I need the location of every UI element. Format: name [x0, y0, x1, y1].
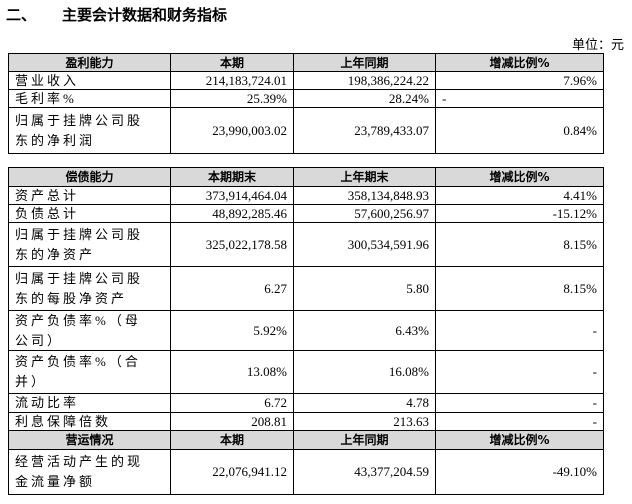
row-label: 归属于挂牌公司股东的净利润 — [8, 107, 171, 154]
value-cell: 48,892,285.46 — [170, 204, 294, 223]
header-cell: 增减比例% — [435, 430, 604, 450]
value-cell: 7.96% — [435, 71, 604, 90]
value-cell: - — [435, 89, 604, 108]
row-label: 负债总计 — [8, 204, 171, 223]
value-cell: 6.72 — [170, 393, 294, 413]
value-cell: 208.81 — [170, 412, 294, 431]
value-cell: - — [435, 412, 604, 431]
heading-number: 二、 — [6, 6, 37, 24]
value-cell: 0.84% — [435, 107, 604, 154]
row-label: 流动比率 — [8, 393, 171, 413]
value-cell: 5.80 — [293, 266, 436, 311]
header-cell: 营运情况 — [8, 430, 171, 450]
value-cell: 4.41% — [435, 186, 604, 205]
row-label: 经营活动产生的现金流量净额 — [8, 449, 171, 495]
row-label: 资产总计 — [8, 186, 171, 205]
row-label: 毛利率% — [8, 89, 171, 108]
value-cell: 25.39% — [170, 89, 294, 108]
row-label: 归属于挂牌公司股东的净资产 — [8, 222, 171, 267]
header-cell: 本期期末 — [170, 167, 294, 187]
value-cell: 16.08% — [293, 350, 436, 394]
header-cell: 本期 — [170, 53, 294, 72]
value-cell: 6.43% — [293, 310, 436, 351]
value-cell: 23,990,003.02 — [170, 107, 294, 154]
heading-title: 主要会计数据和财务指标 — [62, 6, 228, 24]
header-cell: 增减比例% — [435, 167, 604, 187]
value-cell: 213.63 — [293, 412, 436, 431]
value-cell: 373,914,464.04 — [170, 186, 294, 205]
unit: 单位：元 — [571, 37, 624, 52]
value-cell: 5.92% — [170, 310, 294, 351]
value-cell: 8.15% — [435, 222, 604, 267]
value-cell: - — [435, 350, 604, 394]
value-cell: 43,377,204.59 — [293, 449, 436, 495]
header-cell: 上年同期 — [293, 53, 436, 72]
header-cell: 盈利能力 — [8, 53, 171, 72]
header-cell: 偿债能力 — [8, 167, 171, 187]
value-cell: 28.24% — [293, 89, 436, 108]
value-cell: 325,022,178.58 — [170, 222, 294, 267]
value-cell: -15.12% — [435, 204, 604, 223]
header-cell: 上年同期 — [293, 430, 436, 450]
row-label: 资产负债率%（母公司） — [8, 310, 171, 351]
value-cell: -49.10% — [435, 449, 604, 495]
value-cell: 13.08% — [170, 350, 294, 394]
row-label: 利息保障倍数 — [8, 412, 171, 431]
value-cell: 22,076,941.12 — [170, 449, 294, 495]
header-cell: 本期 — [170, 430, 294, 450]
value-cell: 358,134,848.93 — [293, 186, 436, 205]
value-cell: 198,386,224.22 — [293, 71, 436, 90]
value-cell: - — [435, 310, 604, 351]
row-label: 资产负债率%（合并） — [8, 350, 171, 394]
header-cell: 上年期末 — [293, 167, 436, 187]
header-cell: 增减比例% — [435, 53, 604, 72]
value-cell: 300,534,591.96 — [293, 222, 436, 267]
value-cell: 4.78 — [293, 393, 436, 413]
value-cell: 57,600,256.97 — [293, 204, 436, 223]
value-cell: 6.27 — [170, 266, 294, 311]
value-cell: 214,183,724.01 — [170, 71, 294, 90]
value-cell: 8.15% — [435, 266, 604, 311]
value-cell: 23,789,433.07 — [293, 107, 436, 154]
row-label: 归属于挂牌公司股东的每股净资产 — [8, 266, 171, 311]
row-label: 营业收入 — [8, 71, 171, 90]
value-cell: - — [435, 393, 604, 413]
